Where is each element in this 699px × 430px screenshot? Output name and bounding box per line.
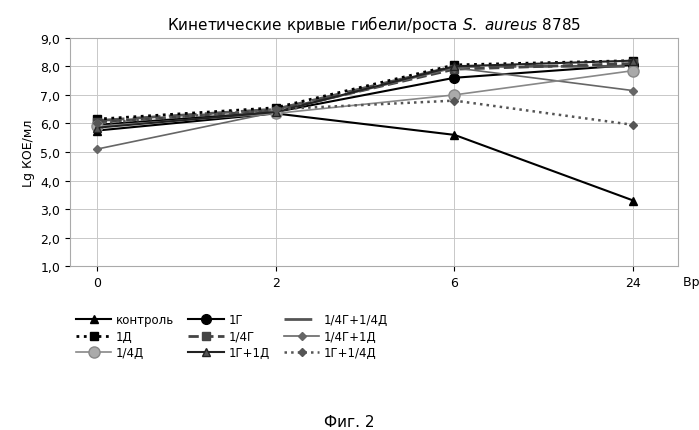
1Г (92, 123, 101, 128)
1/4Г+1Д (271, 110, 280, 115)
1/4Г+1/4Д (450, 64, 459, 70)
1/4Г (271, 109, 280, 114)
Line: 1/4Г+1/4Д: 1/4Г+1/4Д (96, 67, 633, 121)
1Г (629, 63, 637, 68)
1/4Д (271, 112, 280, 117)
1/4Д (450, 93, 459, 98)
1/4Г+1/4Д (271, 108, 280, 113)
Line: 1/4Д: 1/4Д (91, 66, 639, 132)
Line: контроль: контроль (92, 110, 637, 205)
1/4Д (92, 124, 101, 129)
Line: 1/4Г: 1/4Г (92, 60, 637, 127)
1Г+1/4Д (629, 123, 637, 128)
контроль (271, 112, 280, 117)
1Д (271, 106, 280, 111)
1/4Г (629, 62, 637, 67)
Legend: контроль, 1Д, 1/4Д, 1Г, 1/4Г, 1Г+1Д, 1/4Г+1/4Д, 1/4Г+1Д, 1Г+1/4Д: контроль, 1Д, 1/4Д, 1Г, 1/4Г, 1Г+1Д, 1/4… (75, 313, 389, 359)
Line: 1Г+1/4Д: 1Г+1/4Д (94, 98, 636, 129)
1Г+1Д (92, 126, 101, 131)
1Г (450, 76, 459, 81)
1/4Г+1Д (629, 89, 637, 94)
1Д (629, 59, 637, 64)
1Г+1/4Д (92, 122, 101, 127)
1/4Г+1Д (450, 66, 459, 71)
1/4Г (92, 120, 101, 125)
1Г+1Д (629, 59, 637, 64)
1Г+1/4Д (271, 108, 280, 113)
контроль (629, 199, 637, 204)
1Г+1/4Д (450, 99, 459, 104)
Line: 1Г+1Д: 1Г+1Д (92, 57, 637, 132)
1Д (450, 63, 459, 68)
контроль (92, 129, 101, 134)
контроль (450, 133, 459, 138)
Y-axis label: Lg КОЕ/мл: Lg КОЕ/мл (22, 119, 35, 186)
1/4Д (629, 69, 637, 74)
1/4Г+1Д (92, 147, 101, 152)
1/4Г (450, 68, 459, 73)
1/4Г+1/4Д (92, 119, 101, 124)
Text: Фиг. 2: Фиг. 2 (324, 414, 375, 429)
1Г+1Д (450, 64, 459, 70)
Line: 1/4Г+1Д: 1/4Г+1Д (94, 66, 636, 153)
1Г (271, 110, 280, 115)
Title: Кинетические кривые гибели/роста $\it{S.\ aureus}$ 8785: Кинетические кривые гибели/роста $\it{S.… (167, 15, 581, 35)
1Д (92, 117, 101, 123)
1Г+1Д (271, 110, 280, 115)
X-axis label: Время (ч): Время (ч) (684, 276, 699, 289)
1/4Г+1/4Д (629, 64, 637, 70)
Line: 1Г: 1Г (92, 61, 638, 130)
Line: 1Д: 1Д (92, 57, 637, 124)
